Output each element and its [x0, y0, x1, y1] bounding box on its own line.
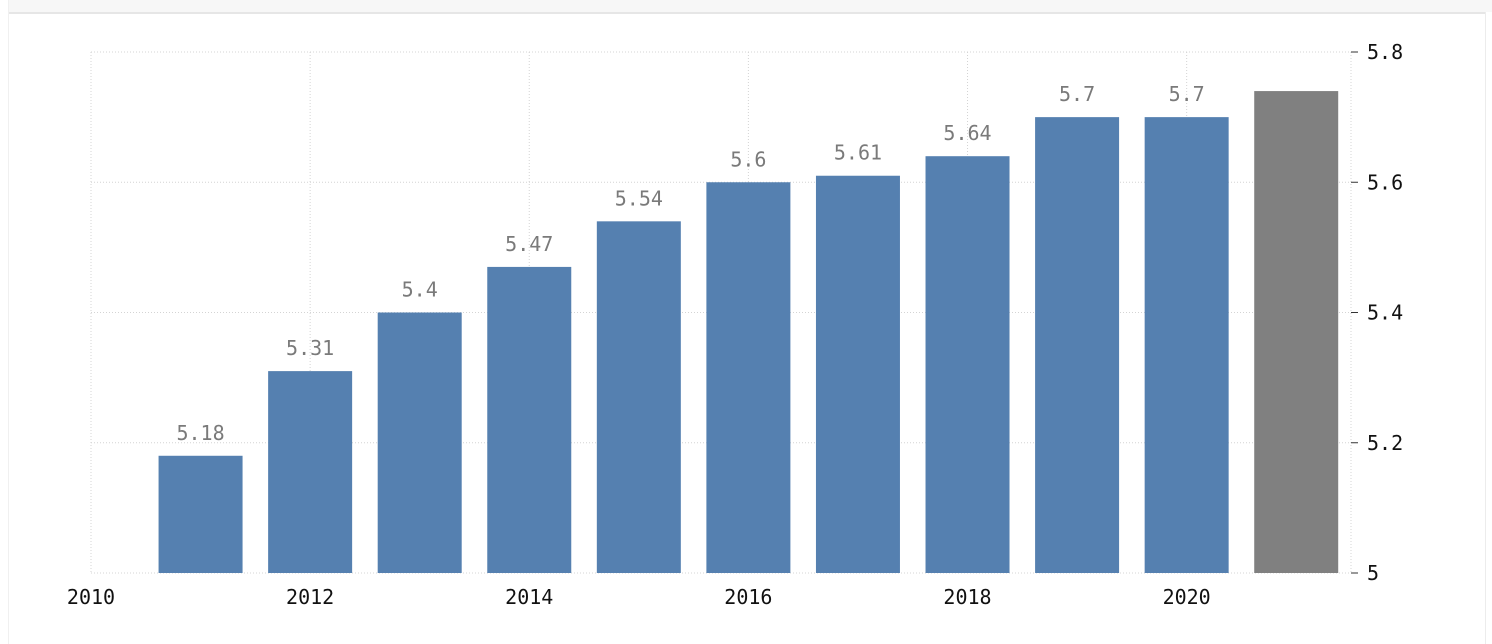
data-label-2020: 5.7	[1169, 82, 1205, 106]
data-labels-layer: 5.18 5.31 5.4 5.47 5.54 5.6 5.61 5.64 5.7 5.7	[176, 82, 1204, 445]
y-tick-label: 5.2	[1367, 431, 1403, 455]
data-label-2018: 5.64	[943, 121, 991, 145]
x-tick-label: 2016	[724, 585, 772, 609]
bar-2016[interactable]	[706, 182, 791, 573]
y-tick-label: 5.4	[1367, 301, 1403, 325]
left-edge	[0, 0, 9, 644]
x-tick-label: 2020	[1163, 585, 1211, 609]
bar-2012[interactable]	[268, 371, 353, 573]
y-axis: 5 5.2 5.4 5.6 5.8	[1351, 40, 1403, 585]
data-label-2019: 5.7	[1059, 82, 1095, 106]
bar-2014[interactable]	[487, 266, 572, 573]
data-label-2017: 5.61	[834, 141, 882, 165]
data-label-2013: 5.4	[402, 278, 438, 302]
x-tick-label: 2018	[943, 585, 991, 609]
data-label-2011: 5.18	[176, 421, 224, 445]
bar-2018[interactable]	[925, 156, 1010, 573]
data-label-2014: 5.47	[505, 232, 553, 256]
data-label-2015: 5.54	[615, 186, 663, 210]
y-tick-label: 5.6	[1367, 170, 1403, 194]
bar-2019[interactable]	[1035, 117, 1120, 573]
y-tick-label: 5.8	[1367, 40, 1403, 64]
top-border	[8, 0, 1492, 14]
data-label-2016: 5.6	[730, 147, 766, 171]
bar-2013[interactable]	[377, 312, 462, 574]
x-tick-label: 2014	[505, 585, 553, 609]
bar-2011[interactable]	[158, 455, 243, 573]
bar-2020[interactable]	[1144, 117, 1229, 573]
y-tick-label: 5	[1367, 561, 1379, 585]
x-tick-label: 2010	[67, 585, 115, 609]
right-edge	[1485, 12, 1492, 644]
bar-2015[interactable]	[596, 221, 681, 573]
x-tick-label: 2012	[286, 585, 334, 609]
data-label-2012: 5.31	[286, 336, 334, 360]
x-axis: 2010 2012 2014 2016 2018 2020	[67, 585, 1211, 609]
bar-2017[interactable]	[815, 175, 900, 574]
bars-layer	[158, 91, 1339, 574]
bar-2021[interactable]	[1254, 91, 1339, 573]
